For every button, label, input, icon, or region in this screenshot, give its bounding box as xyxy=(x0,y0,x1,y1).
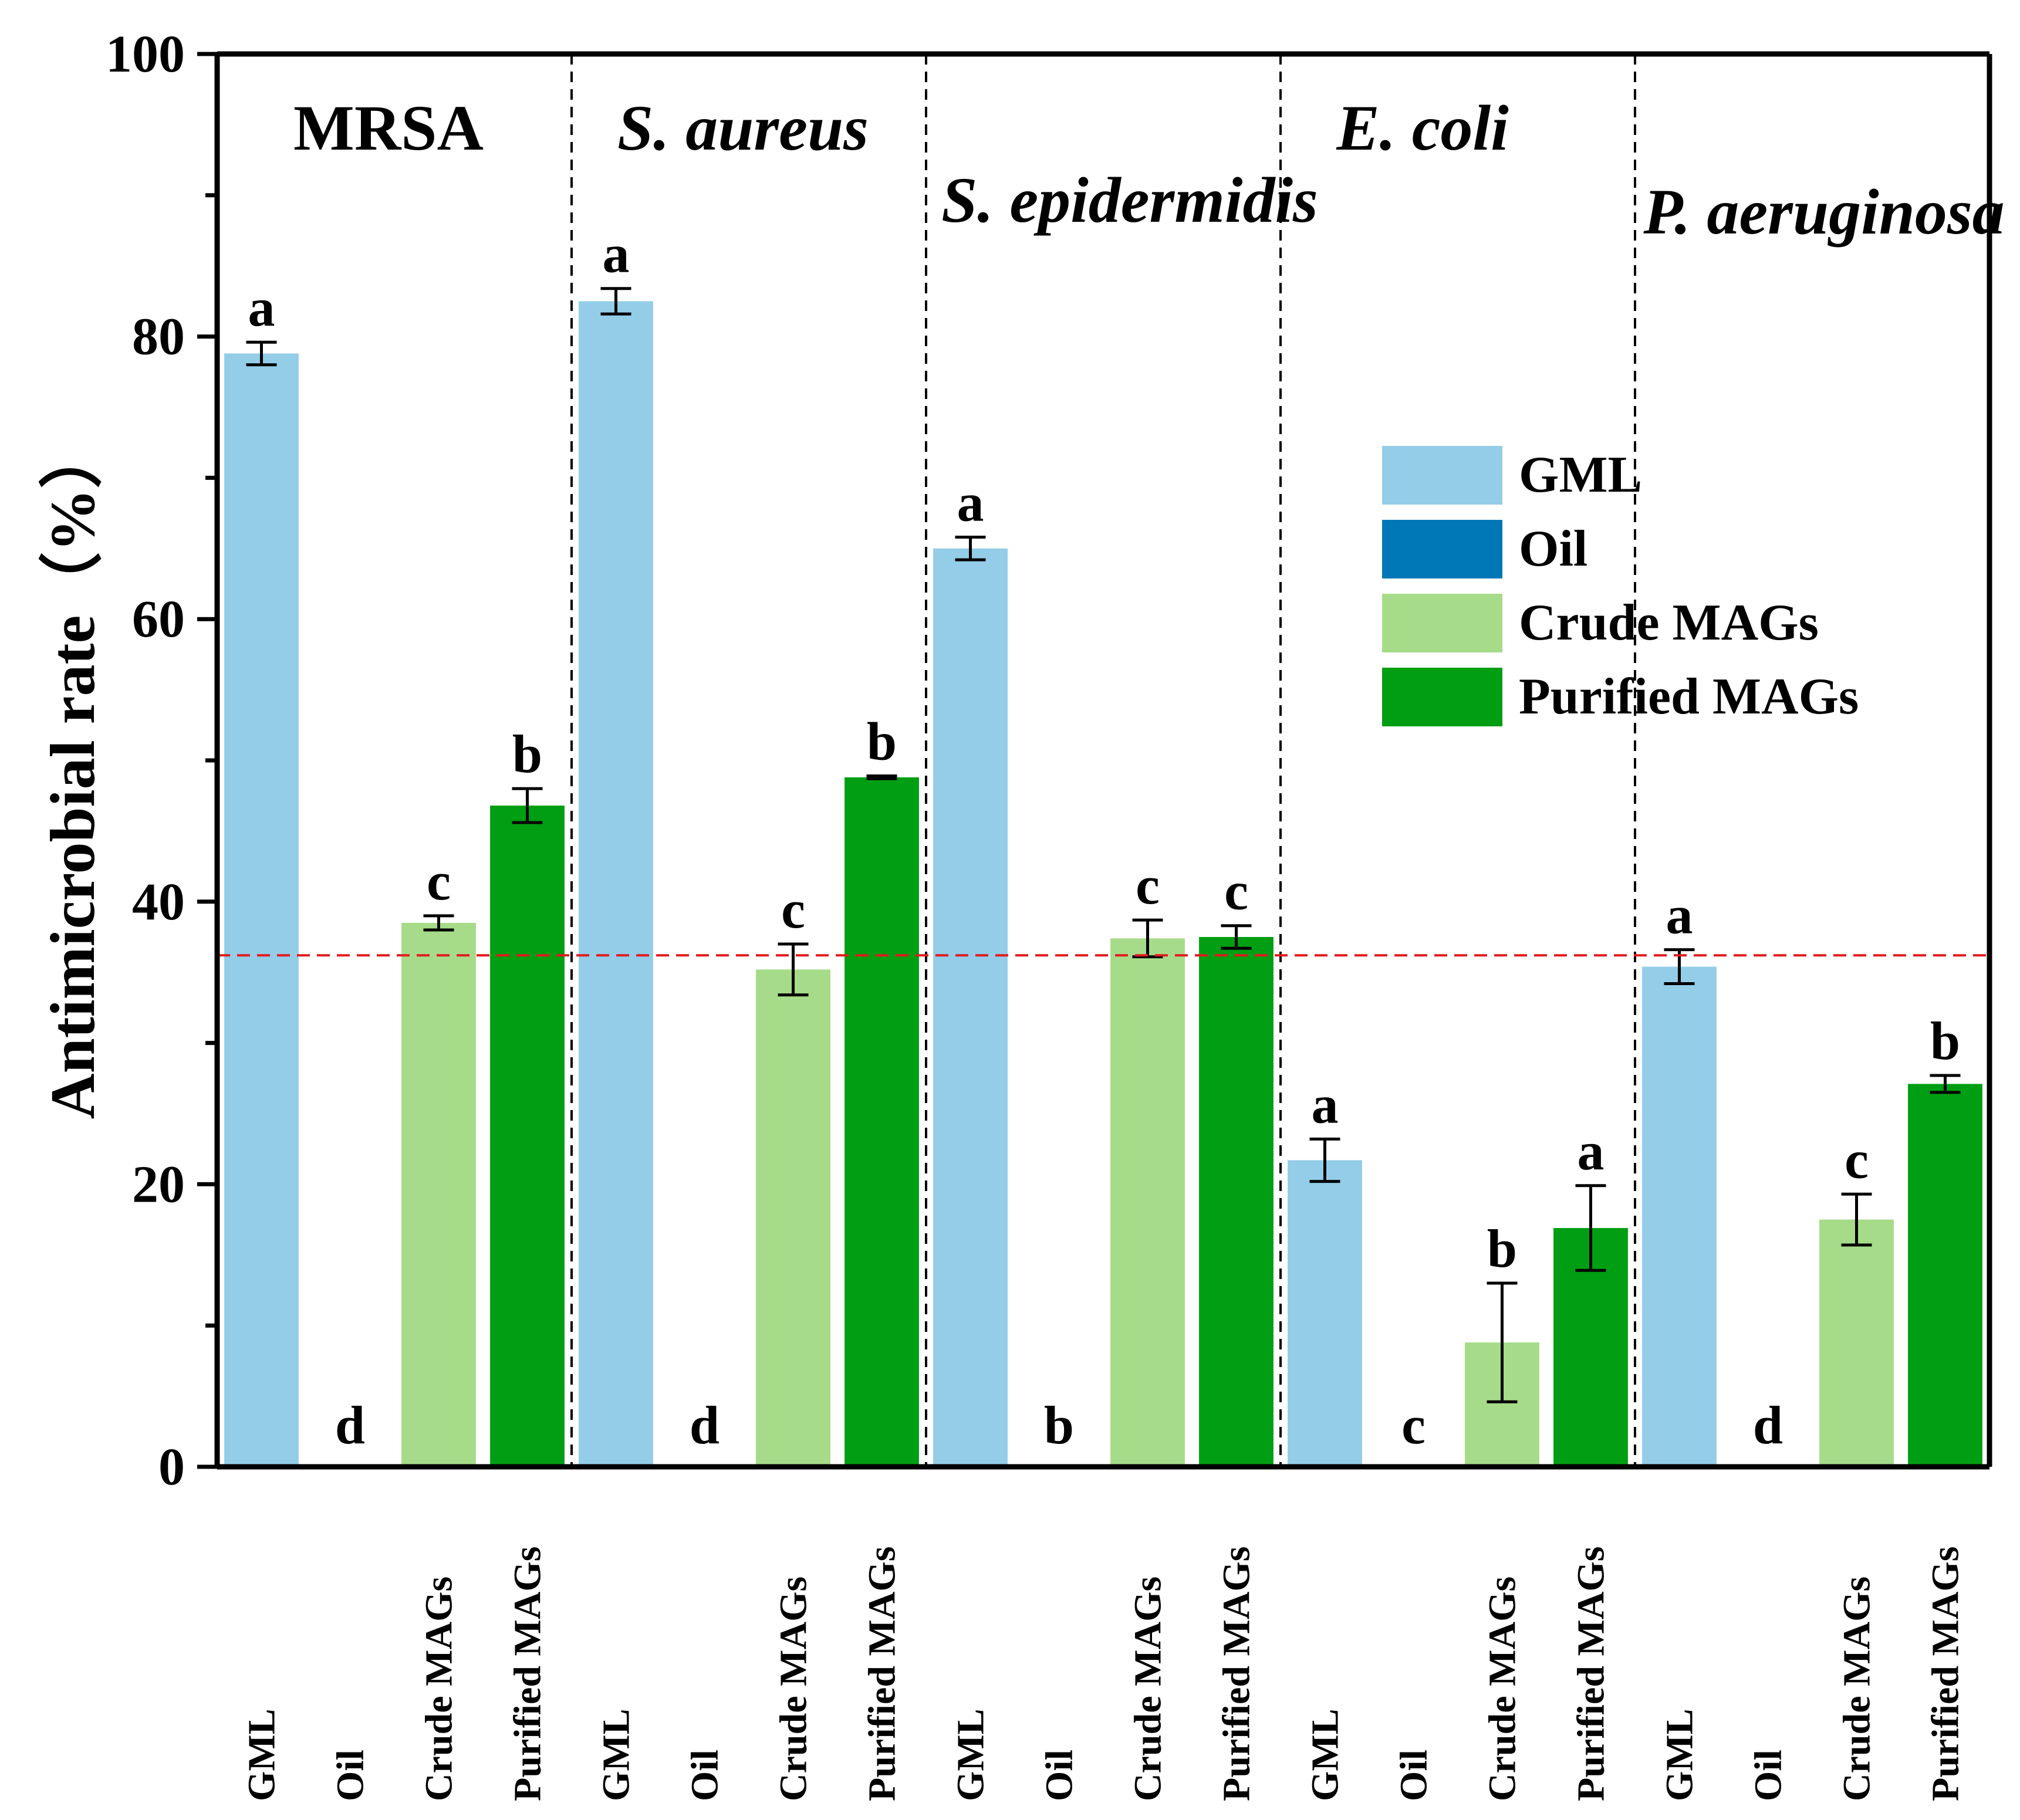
significance-letter: c xyxy=(781,879,805,939)
x-tick-label: Crude MAGs xyxy=(772,1577,815,1801)
bar xyxy=(1288,1160,1362,1467)
x-tick-label: Crude MAGs xyxy=(1481,1577,1524,1801)
x-tick-label: Oil xyxy=(1393,1750,1435,1801)
bar xyxy=(579,301,653,1467)
significance-letter: d xyxy=(1753,1395,1783,1455)
bar xyxy=(401,922,476,1467)
legend-label: Crude MAGs xyxy=(1519,594,1819,651)
x-tick-label: Oil xyxy=(1038,1750,1081,1801)
group-title: S. epidermidis xyxy=(941,164,1318,236)
legend-label: Purified MAGs xyxy=(1519,668,1859,725)
legend-swatch xyxy=(1382,594,1502,652)
significance-letter: b xyxy=(1487,1219,1517,1278)
bar xyxy=(224,353,299,1467)
significance-letter: b xyxy=(512,724,542,784)
x-tick-label: GML xyxy=(1304,1709,1347,1801)
significance-letter: b xyxy=(867,711,897,771)
legend-swatch xyxy=(1382,668,1502,726)
x-tick-label: Crude MAGs xyxy=(418,1577,461,1801)
x-tick-label: Crude MAGs xyxy=(1127,1577,1170,1801)
significance-letter: a xyxy=(1578,1121,1604,1181)
x-tick-label: Purified MAGs xyxy=(1215,1547,1258,1801)
legend-label: GML xyxy=(1519,446,1642,503)
bar xyxy=(1819,1219,1894,1467)
y-tick-label: 0 xyxy=(158,1438,185,1496)
x-tick-label: Oil xyxy=(329,1750,372,1801)
significance-letter: a xyxy=(957,473,984,533)
significance-letter: d xyxy=(335,1395,365,1455)
bar xyxy=(1642,966,1717,1467)
x-tick-label: Purified MAGs xyxy=(861,1547,904,1801)
bar xyxy=(933,548,1008,1467)
x-tick-label: GML xyxy=(241,1709,283,1801)
significance-letter: a xyxy=(248,278,275,337)
bar xyxy=(490,806,565,1467)
group-title: E. coli xyxy=(1336,92,1509,164)
x-tick-label: Purified MAGs xyxy=(1924,1547,1967,1801)
significance-letter: c xyxy=(427,851,451,911)
significance-letter: c xyxy=(1401,1395,1426,1455)
y-tick-label: 20 xyxy=(132,1155,185,1213)
bar xyxy=(1110,938,1185,1467)
significance-letter: a xyxy=(603,224,630,284)
bar xyxy=(845,777,919,1467)
y-tick-label: 80 xyxy=(132,308,185,366)
x-tick-label: Oil xyxy=(684,1750,727,1801)
bar xyxy=(1908,1084,1982,1467)
significance-letter: d xyxy=(690,1395,720,1455)
significance-letter: a xyxy=(1312,1074,1339,1134)
group-title: P. aeruginosa xyxy=(1643,176,2004,248)
significance-letter: b xyxy=(1044,1395,1074,1455)
x-tick-label: Oil xyxy=(1747,1750,1790,1801)
y-axis-title: Antimicrobial rate（%） xyxy=(38,425,108,1119)
y-tick-label: 60 xyxy=(132,590,185,648)
bar xyxy=(1199,937,1274,1467)
x-tick-label: GML xyxy=(595,1709,638,1801)
significance-letter: c xyxy=(1136,855,1160,915)
group-title: MRSA xyxy=(293,92,484,164)
legend-swatch xyxy=(1382,446,1502,505)
significance-letter: a xyxy=(1666,885,1693,945)
x-tick-label: Purified MAGs xyxy=(1570,1547,1613,1801)
legend-label: Oil xyxy=(1519,520,1587,577)
significance-letter: c xyxy=(1845,1129,1869,1189)
x-tick-label: GML xyxy=(1658,1709,1701,1801)
x-tick-label: GML xyxy=(950,1709,992,1801)
bar xyxy=(756,969,830,1467)
significance-letter: b xyxy=(1930,1011,1960,1071)
legend-swatch xyxy=(1382,520,1502,579)
significance-letter: c xyxy=(1224,861,1248,921)
x-tick-label: Purified MAGs xyxy=(506,1547,549,1801)
y-tick-label: 100 xyxy=(106,25,185,83)
group-title: S. aureus xyxy=(617,92,869,164)
y-tick-label: 40 xyxy=(132,873,185,931)
x-tick-label: Crude MAGs xyxy=(1836,1577,1879,1801)
